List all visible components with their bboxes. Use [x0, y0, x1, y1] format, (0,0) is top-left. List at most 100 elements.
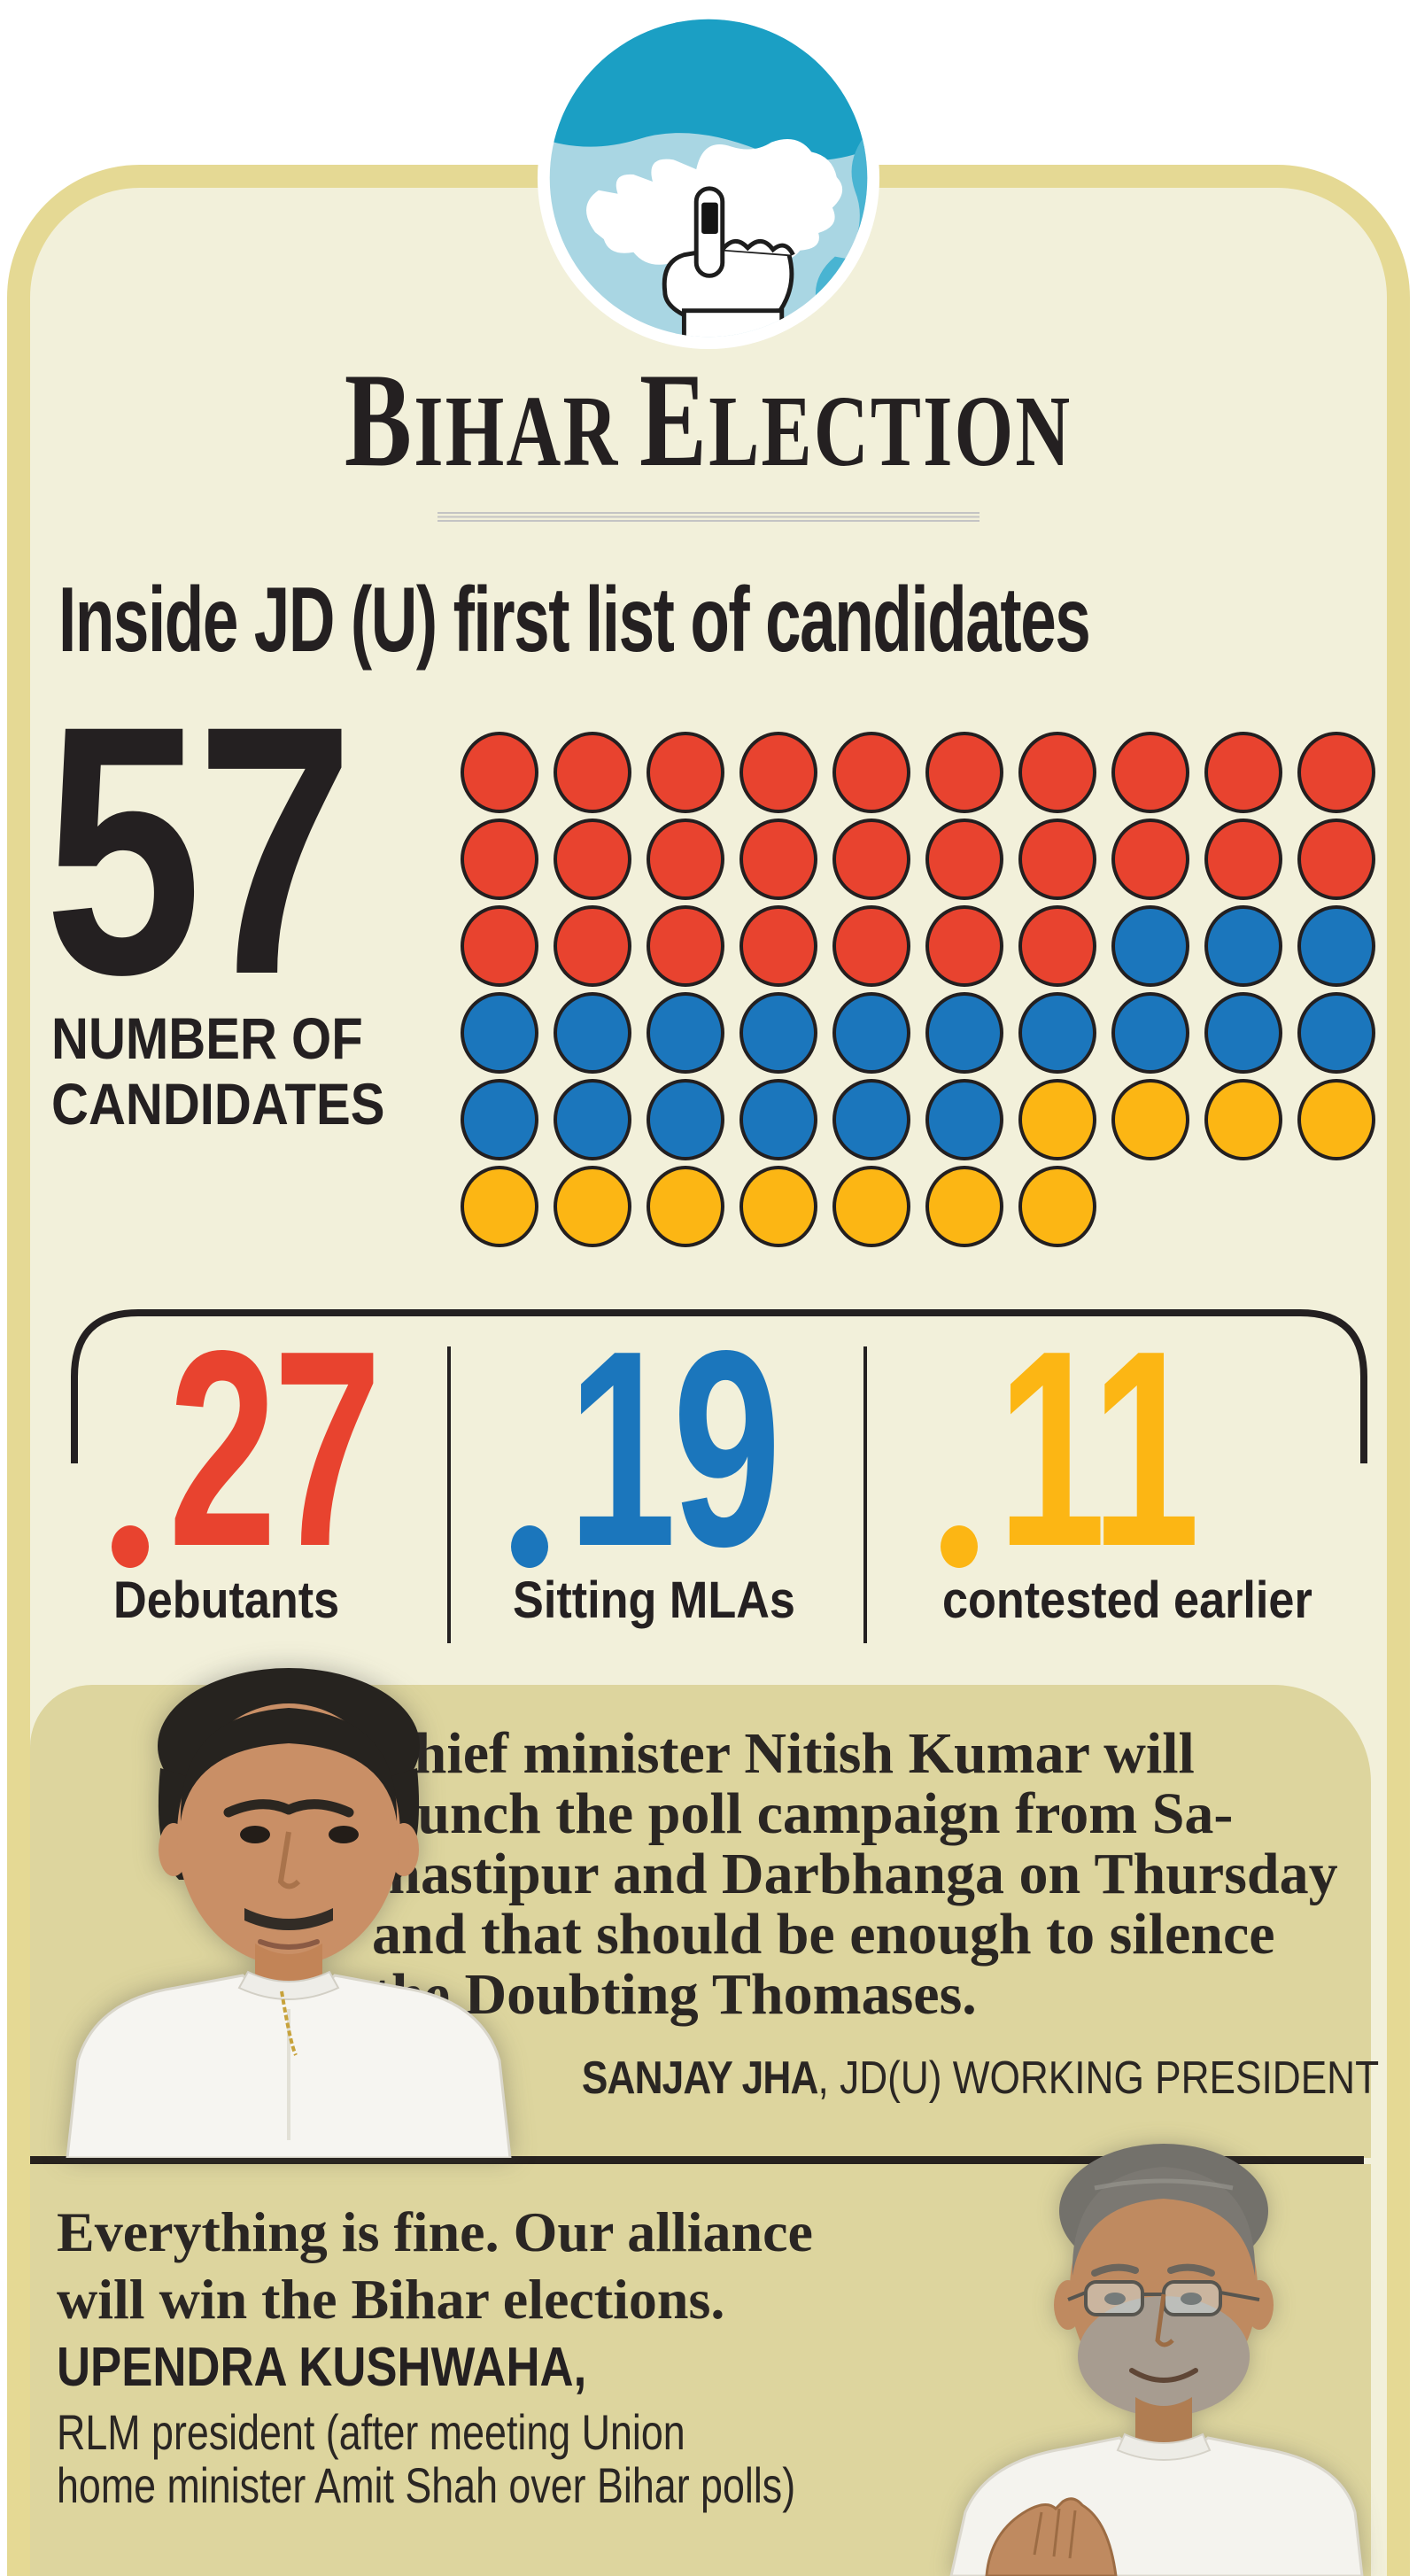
candidate-dot [647, 732, 724, 813]
candidate-dot [1018, 732, 1096, 813]
candidate-dot [647, 1079, 724, 1160]
candidate-dot [1204, 905, 1282, 987]
candidate-dot [1297, 1079, 1375, 1160]
quote2-line2: will win the Bihar elections. [57, 2268, 725, 2331]
stat-sitting-mlas-label: Sitting MLAs [513, 1571, 795, 1629]
candidate-dot [1204, 732, 1282, 813]
candidate-dot [739, 732, 817, 813]
candidate-dot [554, 992, 631, 1074]
candidate-dot [554, 1079, 631, 1160]
photo-sanjay-jha [32, 1644, 533, 2160]
icon-mid-region [848, 117, 868, 266]
quote1-line4: and that should be enough to silence [372, 1902, 1275, 1967]
stat-sitting-mlas-value: 19 [568, 1292, 781, 1604]
masthead-title: BIHAR ELECTION [0, 353, 1417, 487]
candidate-dot [461, 819, 538, 900]
kush-smile [1129, 2368, 1198, 2383]
candidate-dot [739, 819, 817, 900]
masthead-lection: LECTION [708, 375, 1072, 487]
candidate-dot [925, 1166, 1003, 1247]
dot-row [461, 819, 1375, 900]
candidate-dot [1018, 819, 1096, 900]
candidate-dot [739, 1166, 817, 1247]
candidate-dot [739, 992, 817, 1074]
dot-row [461, 1079, 1375, 1160]
candidate-dot [1111, 819, 1189, 900]
kush-folded-hands [985, 2497, 1118, 2576]
candidate-dot [832, 732, 910, 813]
quote1-line1: Chief minister Nitish Kumar will [372, 1721, 1195, 1786]
candidate-dot [1018, 1079, 1096, 1160]
total-candidates-number: 57 [44, 652, 354, 1048]
blue-dot-marker [511, 1525, 548, 1568]
candidate-dot [925, 992, 1003, 1074]
quote-boxes-divider-line [30, 2156, 1364, 2164]
jha-collar [237, 1970, 340, 2000]
quote2-role-line1: RLM president (after meeting Union [57, 2404, 685, 2460]
candidate-dot [832, 1079, 910, 1160]
upendra-kushwaha-portrait [949, 2144, 1364, 2576]
sanjay-jha-portrait [66, 1668, 512, 2160]
kush-nose [1155, 2293, 1174, 2347]
photo-upendra-kushwaha [935, 2112, 1371, 2576]
candidate-dot [832, 905, 910, 987]
quote1-attribution: SANJAY JHA, JD(U) WORKING PRESIDENT [581, 2052, 1379, 2105]
kush-gray-beard [1078, 2296, 1250, 2417]
quote2-role-line2: home minister Amit Shah over Bihar polls… [57, 2457, 796, 2513]
dot-row [461, 1166, 1375, 1247]
candidate-dot [1204, 819, 1282, 900]
kush-brow-right [1167, 2263, 1215, 2277]
candidate-dot [1111, 1079, 1189, 1160]
kush-eye-right [1181, 2293, 1202, 2305]
candidate-dot [925, 819, 1003, 900]
masthead-divider-rule [437, 512, 980, 522]
candidate-dot [461, 905, 538, 987]
candidate-dot [1111, 905, 1189, 987]
candidate-dot [832, 992, 910, 1074]
candidate-dot [647, 992, 724, 1074]
kush-neck [1135, 2397, 1192, 2448]
candidate-dot [461, 1079, 538, 1160]
candidate-dot [1018, 1166, 1096, 1247]
candidate-dot [461, 992, 538, 1074]
jha-mustache [244, 1908, 333, 1930]
voting-hand-icon [662, 186, 795, 338]
dot-row [461, 905, 1375, 987]
stats-separator-1 [447, 1346, 451, 1643]
candidate-dot [1297, 819, 1375, 900]
yellow-dot-marker [941, 1525, 978, 1568]
total-candidates-label: NUMBER OF CANDIDATES [51, 1005, 384, 1137]
candidate-dot [925, 1079, 1003, 1160]
dot-row [461, 732, 1375, 813]
kush-hair-streak [1094, 2178, 1234, 2191]
candidate-dot [1204, 1079, 1282, 1160]
candidate-dot [925, 732, 1003, 813]
kush-brow-left [1091, 2263, 1139, 2277]
candidate-dot [647, 1166, 724, 1247]
candidate-dot [461, 1166, 538, 1247]
candidate-dot [739, 1079, 817, 1160]
bihar-map-vote-icon [537, 6, 880, 350]
candidate-dot [554, 1166, 631, 1247]
candidate-dot [832, 819, 910, 900]
kush-glasses [1067, 2280, 1260, 2316]
candidate-dot [739, 905, 817, 987]
candidate-dot [554, 819, 631, 900]
candidate-dot [554, 905, 631, 987]
candidate-dot [1297, 905, 1375, 987]
quote2-line1: Everything is fine. Our alliance [57, 2200, 813, 2263]
quote1-attribution-role: , JD(U) WORKING PRESIDENT [817, 2052, 1380, 2104]
quote2-attribution-role: RLM president (after meeting Union home … [57, 2406, 795, 2512]
headline: Inside JD (U) first list of candidates [58, 569, 1091, 671]
stat-sitting-mlas: 19 Sitting MLAs [511, 1309, 883, 1646]
candidate-dot [925, 905, 1003, 987]
masthead-cap-b: B [345, 345, 414, 494]
masthead-ihar: IHAR [414, 375, 620, 487]
curled-fingers [720, 238, 795, 256]
candidate-dot [832, 1166, 910, 1247]
masthead-title-text: BIHAR ELECTION [345, 353, 1072, 487]
stat-contested-earlier: 11 contested earlier [941, 1309, 1366, 1646]
quote1-attribution-name: SANJAY JHA [581, 2052, 819, 2104]
badge-circle [534, 4, 883, 353]
stat-debutants-value: 27 [168, 1292, 382, 1604]
